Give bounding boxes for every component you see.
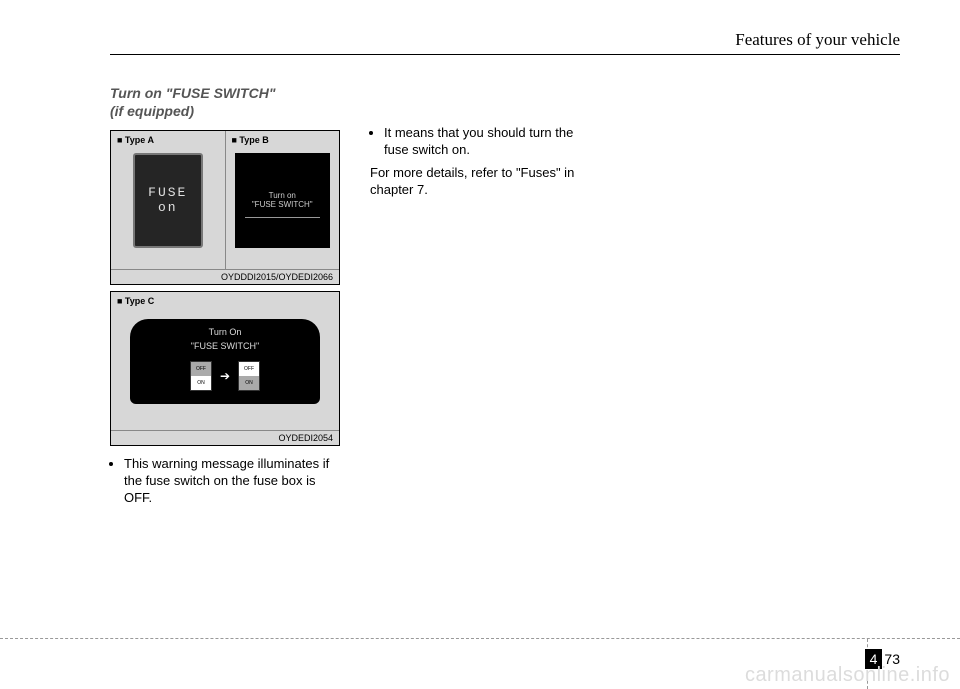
watermark: carmanualsonline.info [745,664,950,687]
col2-para-1: For more details, refer to "Fuses" in ch… [370,165,600,199]
figure-type-b: ■ Type B Turn on "FUSE SWITCH" [225,131,340,269]
display-c-line2: "FUSE SWITCH" [191,341,259,351]
figure-bottom: ■ Type C Turn On "FUSE SWITCH" OFF ON ➔ … [110,291,340,446]
display-b: Turn on "FUSE SWITCH" [235,153,330,248]
section-title-line2: (if equipped) [110,103,194,119]
switch-off-icon: OFF ON [190,361,212,391]
switch-row: OFF ON ➔ OFF ON [190,361,260,391]
switch-off-bottom: ON [191,376,211,390]
col1-bullets: This warning message illuminates if the … [110,456,340,507]
footer-dashed-h [0,638,960,639]
figure-type-a: ■ Type A FUSE on [111,131,225,269]
col2-bullet-1: It means that you should turn the fuse s… [384,125,600,159]
type-c-label: ■ Type C [117,296,154,306]
display-b-line1: Turn on [269,191,296,200]
column-2: It means that you should turn the fuse s… [370,85,600,513]
type-b-label: ■ Type B [232,135,269,145]
figure-top: ■ Type A FUSE on ■ Type B Turn on "FUSE … [110,130,340,285]
figure-top-caption: OYDDDI2015/OYDEDI2066 [111,269,339,284]
switch-on-icon: OFF ON [238,361,260,391]
section-title-line1: Turn on "FUSE SWITCH" [110,85,275,101]
switch-on-top: OFF [239,362,259,376]
header-title: Features of your vehicle [735,30,900,49]
col1-bullet-1: This warning message illuminates if the … [124,456,340,507]
page-header: Features of your vehicle [110,30,900,55]
switch-on-bottom: ON [239,376,259,390]
display-a: FUSE on [133,153,203,248]
figure-bottom-caption: OYDEDI2054 [111,430,339,445]
section-title: Turn on "FUSE SWITCH" (if equipped) [110,85,340,120]
display-b-line2: "FUSE SWITCH" [252,200,313,209]
display-c-line1: Turn On [209,327,242,337]
col2-bullets: It means that you should turn the fuse s… [370,125,600,159]
arrow-icon: ➔ [220,369,230,383]
switch-off-top: OFF [191,362,211,376]
display-c: Turn On "FUSE SWITCH" OFF ON ➔ OFF ON [130,319,320,404]
type-a-label: ■ Type A [117,135,154,145]
column-1: Turn on "FUSE SWITCH" (if equipped) ■ Ty… [110,85,340,513]
